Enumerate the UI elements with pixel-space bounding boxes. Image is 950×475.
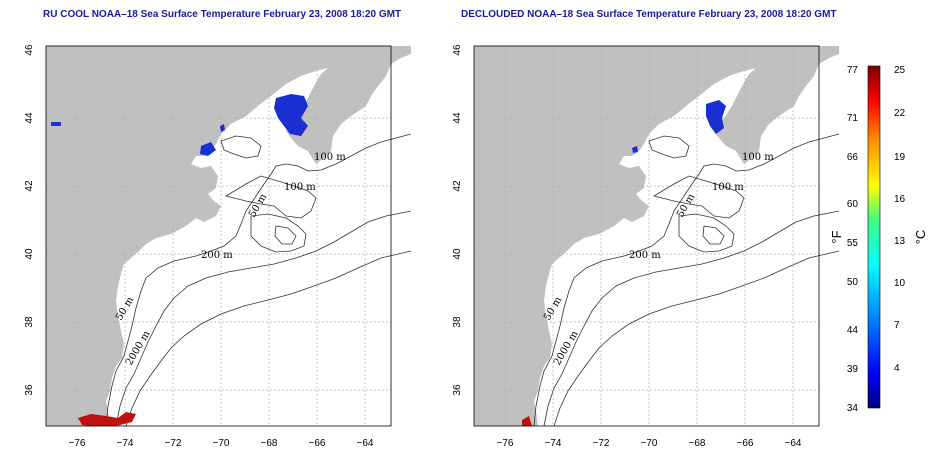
celsius-tick: 10 [894,278,906,289]
left-contour-label-2: 100 m [284,182,316,193]
left-lon-tick: −64 [357,438,374,449]
celsius-unit-label: °C [913,230,928,245]
fahrenheit-tick: 55 [847,238,859,249]
right-graticule [474,46,819,426]
left-lat-tick: 44 [24,112,35,124]
left-contour-label-1: 100 m [314,152,346,163]
fahrenheit-tick: 77 [847,65,859,76]
fahrenheit-tick: 44 [847,325,859,336]
celsius-tick: 7 [894,320,900,331]
left-map: 100 m 100 m 50 m 200 m 50 m 2000 m [45,45,412,427]
left-lon-tick-labels: −76 −74 −72 −70 −68 −66 −64 [69,438,374,449]
fahrenheit-tick: 39 [847,364,859,375]
fahrenheit-unit-label: °F [829,230,844,243]
left-map-title: RU COOL NOAA–18 Sea Surface Temperature … [43,9,402,20]
right-lat-tick: 38 [452,316,463,328]
celsius-tick: 4 [894,363,900,374]
right-map: 100 m 100 m 50 m 200 m 50 m 2000 m [473,45,840,427]
right-lon-tick: −72 [593,438,610,449]
fahrenheit-tick: 71 [847,113,859,124]
left-graticule [46,46,391,426]
right-lat-tick: 42 [452,180,463,192]
right-cold-patches [632,100,726,153]
fahrenheit-tick: 66 [847,152,859,163]
right-lat-tick: 40 [452,248,463,260]
left-lat-tick: 36 [24,384,35,396]
right-lon-tick: −68 [689,438,706,449]
right-lon-tick: −70 [641,438,658,449]
right-lon-tick: −66 [737,438,754,449]
right-lat-tick: 36 [452,384,463,396]
right-contour-label-2: 100 m [712,182,744,193]
celsius-tick: 13 [894,236,906,247]
right-map-title: DECLOUDED NOAA–18 Sea Surface Temperatur… [461,9,837,20]
left-cold-patches [51,94,308,156]
fahrenheit-tick: 60 [847,199,859,210]
left-lat-tick: 46 [24,44,35,56]
right-contour-label-1: 100 m [742,152,774,163]
celsius-tick-labels: 25 22 19 16 13 10 7 4 [894,65,906,374]
celsius-tick: 19 [894,152,906,163]
right-lon-tick: −74 [545,438,562,449]
left-lat-tick: 38 [24,316,35,328]
fahrenheit-tick: 50 [847,277,859,288]
temperature-colorbar: °F °C 77 71 66 60 55 50 44 39 34 25 22 1… [829,65,928,414]
celsius-tick: 25 [894,65,906,76]
celsius-tick: 22 [894,108,906,119]
right-lon-tick-labels: −76 −74 −72 −70 −68 −66 −64 [497,438,802,449]
right-warm-patch [522,416,532,426]
left-warm-patch [78,412,136,426]
left-lat-tick-labels: 36 38 40 42 44 46 [24,44,35,396]
left-contour-label-4: 200 m [201,250,233,261]
fahrenheit-tick-labels: 77 71 66 60 55 50 44 39 34 [847,65,859,414]
right-lat-tick: 46 [452,44,463,56]
right-lat-tick: 44 [452,112,463,124]
left-lon-tick: −72 [165,438,182,449]
celsius-tick: 16 [894,194,906,205]
left-lon-tick: −68 [261,438,278,449]
left-lon-tick: −74 [117,438,134,449]
right-lon-tick: −76 [497,438,514,449]
left-lon-tick: −76 [69,438,86,449]
left-lon-tick: −66 [309,438,326,449]
left-lat-tick: 40 [24,248,35,260]
right-contour-label-4: 200 m [629,250,661,261]
right-lon-tick: −64 [785,438,802,449]
fahrenheit-tick: 34 [847,403,859,414]
left-lon-tick: −70 [213,438,230,449]
left-lat-tick: 42 [24,180,35,192]
right-lat-tick-labels: 36 38 40 42 44 46 [452,44,463,396]
